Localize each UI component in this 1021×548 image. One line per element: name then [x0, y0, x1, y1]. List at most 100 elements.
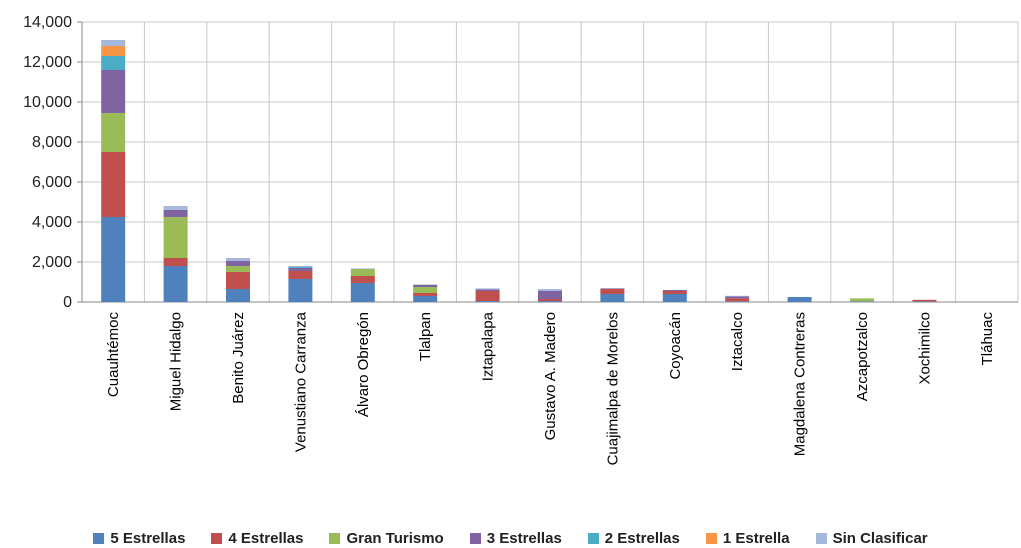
y-tick-label: 2,000: [32, 254, 72, 271]
bar-segment-sin-clasificar: [101, 40, 126, 46]
legend-entry: 3 Estrellas: [469, 529, 562, 547]
bar-segment-sin-clasificar: [163, 206, 188, 210]
bar-segment-4-estrellas: [163, 258, 188, 266]
bar-segment-5-estrellas: [226, 289, 250, 302]
bar-segment-gran-turismo: [163, 217, 188, 258]
legend-label: 4 Estrellas: [228, 529, 304, 547]
y-tick-label: 14,000: [23, 14, 72, 31]
legend-entry: 2 Estrellas: [587, 529, 680, 547]
x-tick-label: Tlalpan: [417, 312, 434, 361]
legend-label: 1 Estrella: [722, 529, 790, 547]
x-tick-label: Magdalena Contreras: [792, 312, 809, 456]
bar-segment-3-estrellas: [163, 210, 188, 217]
bar-segment-sin-clasificar: [475, 288, 500, 290]
bar-segment-3-estrellas: [538, 291, 562, 299]
y-tick-label: 12,000: [23, 54, 72, 71]
legend-label: 3 Estrellas: [486, 529, 562, 547]
legend-entry: 4 Estrellas: [211, 530, 303, 547]
x-tick-label: Álvaro Obregón: [355, 312, 372, 417]
bar-segment-3-estrellas: [725, 296, 750, 299]
bar-segment-sin-clasificar: [725, 295, 750, 297]
legend-swatch: [815, 532, 827, 544]
bar-segment-5-estrellas: [350, 283, 375, 302]
legend-label: 2 Estrellas: [604, 529, 680, 547]
bar-segment-4-estrellas: [288, 271, 313, 279]
legend-label: Sin Clasificar: [832, 529, 928, 547]
legend-swatch: [705, 532, 717, 544]
x-tick-label: Gustavo A. Madero: [542, 312, 559, 440]
legend-swatch: [469, 532, 481, 544]
bar-segment-5-estrellas: [662, 294, 687, 302]
legend-entry: Gran Turismo: [329, 529, 444, 547]
bar-segment-3-estrellas: [226, 261, 250, 266]
bar-segment-3-estrellas: [600, 288, 625, 289]
bar-segment-4-estrellas: [350, 276, 375, 283]
y-tick-label: 6,000: [32, 174, 72, 191]
bar-segment-4-estrellas: [413, 293, 438, 296]
bar-segment-3-estrellas: [101, 70, 126, 113]
bar-segment-5-estrellas: [163, 266, 188, 302]
x-tick-label: Coyoacán: [667, 312, 684, 380]
bar-segment-4-estrellas: [101, 152, 126, 217]
legend-entry: Sin Clasificar: [815, 529, 928, 547]
x-tick-label: Iztapalapa: [480, 311, 497, 381]
bar-segment-3-estrellas: [662, 290, 687, 291]
bar-segment-4-estrellas: [226, 272, 250, 289]
x-tick-label: Azcapotzalco: [854, 312, 871, 401]
legend-entry: 5 Estrellas: [93, 530, 185, 547]
bar-segment-sin-clasificar: [350, 268, 375, 269]
bar-segment-4-estrellas: [912, 299, 937, 302]
bar-segment-1-estrella: [101, 46, 126, 56]
bar-segment-5-estrellas: [475, 301, 500, 302]
bar-segment-4-estrellas: [538, 299, 562, 301]
bar-segment-3-estrellas: [475, 289, 500, 291]
legend-swatch: [93, 532, 105, 544]
bar-segment-gran-turismo: [850, 298, 874, 302]
bar-segment-5-estrellas: [912, 301, 937, 302]
legend-entry: 1 Estrella: [705, 529, 790, 547]
bar-segment-sin-clasificar: [226, 258, 250, 261]
bar-segment-3-estrellas: [413, 285, 438, 287]
bar-segment-2-estrellas: [101, 56, 126, 70]
bar-segment-5-estrellas: [288, 279, 313, 302]
bar-segment-4-estrellas: [725, 298, 750, 302]
legend-swatch: [211, 532, 223, 544]
legend-swatch: [329, 532, 341, 544]
y-tick-label: 4,000: [32, 214, 72, 231]
x-tick-label: Benito Juárez: [230, 312, 247, 404]
stacked-bar-chart: 0 2,000 4,000 6,000 8,000 10,000 12,000 14,000 C…: [23, 14, 1019, 465]
bar-segment-4-estrellas: [475, 291, 500, 301]
bar-segment-5-estrellas: [725, 301, 750, 302]
chart-legend: 5 Estrellas 4 Estrellas Gran Turismo 3 Estr…: [0, 528, 1021, 548]
bar-segment-gran-turismo: [101, 113, 126, 152]
x-tick-label: Iztacalco: [729, 312, 746, 371]
x-tick-label: Cuajimalpa de Morelos: [604, 312, 621, 465]
bar-segment-2-estrellas: [288, 267, 313, 268]
bar-segment-4-estrellas: [600, 289, 625, 294]
bar-segment-5-estrellas: [787, 297, 812, 302]
bar-segment-5-estrellas: [600, 294, 625, 302]
legend-label: Gran Turismo: [346, 529, 444, 547]
x-tick-label: Miguel Hidalgo: [168, 312, 185, 411]
bar-segment-gran-turismo: [413, 287, 438, 293]
bar-segment-5-estrellas: [101, 217, 126, 302]
x-tick-label: Venustiano Carranza: [292, 311, 309, 452]
x-tick-label: Xochimilco: [916, 312, 933, 385]
bar-segment-4-estrellas: [662, 291, 687, 294]
x-tick-label: Cuauhtémoc: [105, 312, 122, 398]
bar-segment-5-estrellas: [850, 301, 874, 302]
bar-segment-sin-clasificar: [413, 284, 438, 285]
bar-segment-sin-clasificar: [288, 266, 313, 267]
bar-segment-gran-turismo: [350, 269, 375, 276]
y-tick-label: 8,000: [32, 134, 72, 151]
bar-segment-5-estrellas: [413, 296, 438, 302]
y-tick-label: 0: [63, 294, 72, 311]
bar-segment-gran-turismo: [226, 266, 250, 272]
y-tick-label: 10,000: [23, 94, 72, 111]
bar-segment-sin-clasificar: [538, 289, 562, 291]
legend-label: 5 Estrellas: [110, 529, 186, 547]
legend-swatch: [587, 532, 599, 544]
bar-segment-3-estrellas: [288, 268, 313, 271]
bar-segment-5-estrellas: [538, 301, 562, 302]
x-tick-label: Tláhuac: [979, 312, 996, 366]
